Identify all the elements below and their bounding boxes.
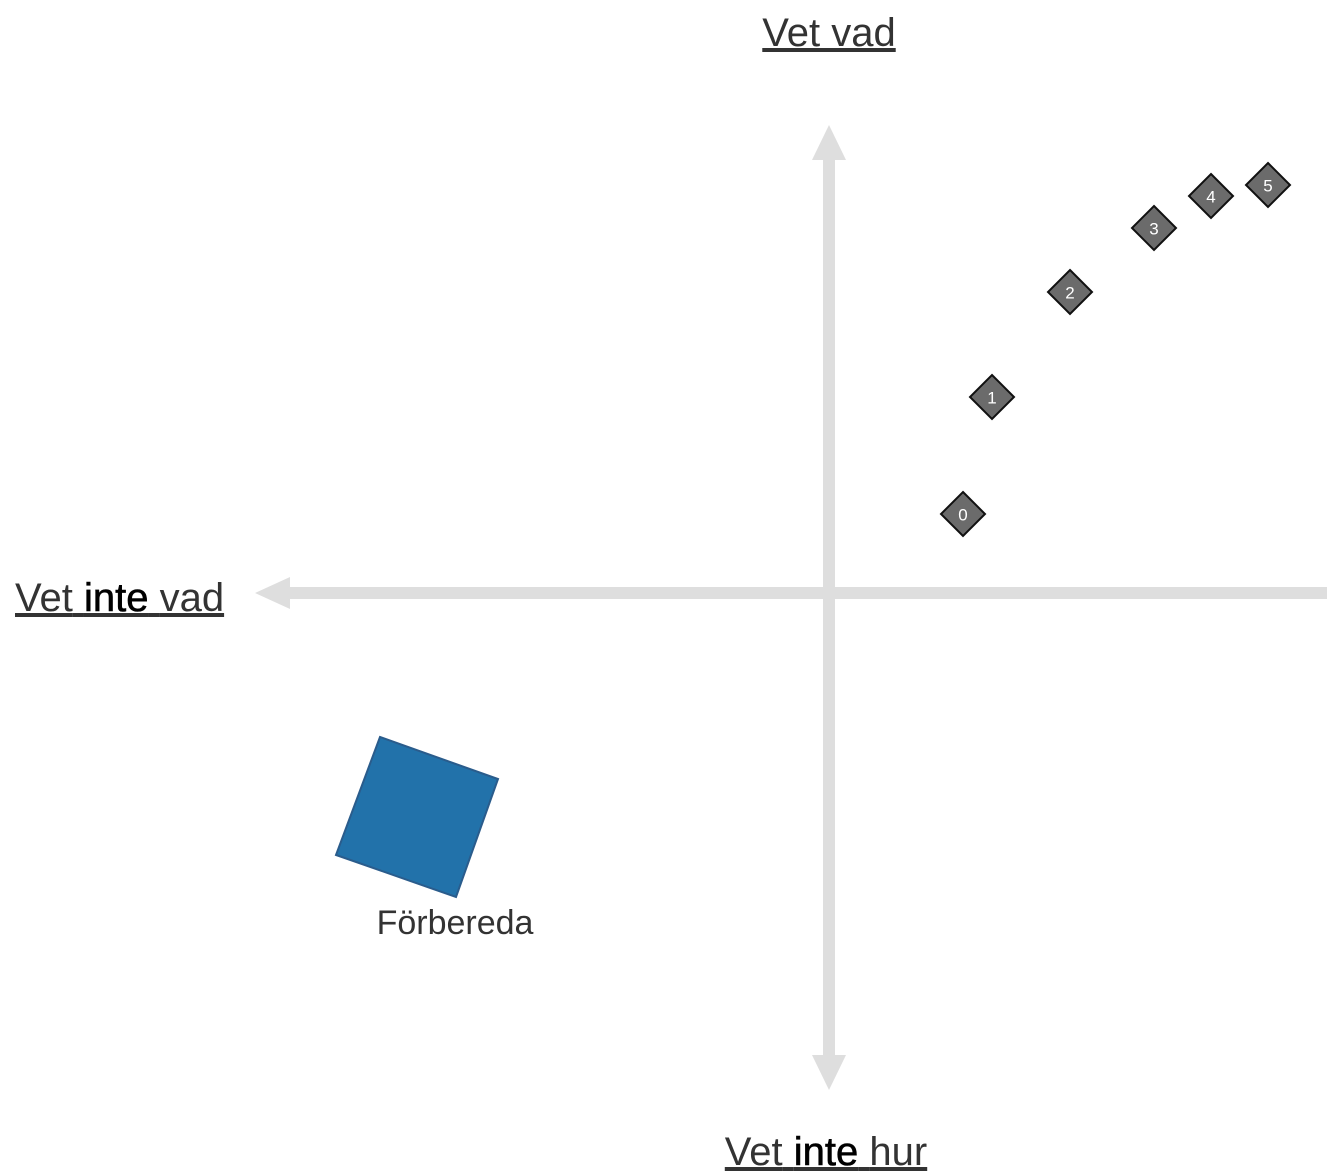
marker-diamond [1130,204,1178,252]
left-label: Vet inte vad [15,576,224,620]
label-part: Vet [15,576,73,620]
bottom-arrowhead [812,1055,846,1090]
item-square [334,735,500,899]
axes [255,125,1327,1090]
marker-diamond [1187,172,1235,220]
label-part: hur [869,1130,927,1173]
label-part: vad [160,576,225,620]
marker-diamond [1046,268,1094,316]
horizontal-axis [275,587,1327,599]
marker-diamond [1244,161,1292,209]
label-emphasis: inte [84,576,149,620]
marker-label: 4 [1206,188,1215,207]
left-arrowhead [255,577,290,609]
marker: 1 [968,373,1016,421]
markers: 0 1 2 3 4 5 [939,161,1292,538]
marker-label: 5 [1263,177,1272,196]
marker-diamond [939,490,987,538]
marker-label: 1 [987,389,996,408]
label-emphasis: inte [794,1130,859,1173]
marker: 3 [1130,204,1178,252]
top-label: Vet vad [762,11,895,55]
marker-diamond [968,373,1016,421]
top-arrowhead [812,125,846,160]
label-part: Vet [725,1130,783,1173]
marker: 4 [1187,172,1235,220]
marker-label: 0 [958,506,967,525]
marker: 5 [1244,161,1292,209]
bottom-label: Vet inte hur [725,1130,927,1173]
marker-label: 2 [1065,284,1074,303]
vertical-axis [823,150,835,1060]
item-label: Förbereda [377,904,534,942]
marker: 2 [1046,268,1094,316]
label-part: Vet vad [762,11,895,55]
marker: 0 [939,490,987,538]
marker-label: 3 [1149,220,1158,239]
